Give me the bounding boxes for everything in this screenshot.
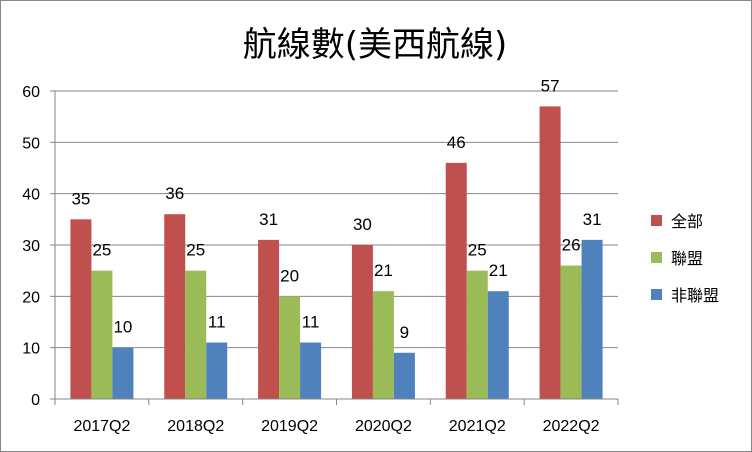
bar — [258, 239, 280, 399]
legend-swatch — [651, 252, 662, 263]
data-label: 46 — [447, 133, 466, 152]
data-label: 26 — [562, 236, 581, 255]
x-axis-ticks: 2017Q2 2018Q2 2019Q2 2020Q2 2021Q2 2022Q2 — [54, 399, 619, 435]
bar — [351, 245, 373, 399]
data-label: 20 — [280, 266, 299, 285]
bar — [164, 214, 186, 399]
data-label: 57 — [541, 76, 560, 95]
data-label: 10 — [113, 318, 132, 337]
bars — [70, 106, 603, 400]
data-label: 30 — [353, 215, 372, 234]
data-label: 21 — [374, 261, 393, 280]
legend-label: 全部 — [671, 212, 703, 231]
y-tick-label: 0 — [31, 392, 40, 409]
chart-title: 航線數(美西航線) — [243, 25, 508, 65]
bar — [581, 239, 603, 399]
y-tick-label: 50 — [22, 135, 40, 152]
bar — [445, 162, 467, 399]
bar — [466, 270, 488, 399]
bar — [393, 352, 415, 399]
y-tick-label: 10 — [22, 341, 40, 358]
data-label: 36 — [165, 184, 184, 203]
bar — [70, 219, 92, 399]
x-tick-label: 2017Q2 — [73, 418, 130, 435]
data-label: 31 — [583, 210, 602, 229]
y-axis-ticks: 0 10 20 30 40 50 60 — [22, 84, 55, 409]
bar — [91, 270, 113, 399]
y-tick-label: 40 — [22, 187, 40, 204]
data-label: 31 — [259, 210, 278, 229]
data-label: 25 — [468, 241, 487, 260]
bar — [372, 291, 394, 399]
data-label: 35 — [71, 189, 90, 208]
legend-swatch — [651, 289, 662, 300]
bar — [206, 342, 228, 399]
legend-label: 聯盟 — [671, 249, 703, 268]
x-tick-label: 2019Q2 — [261, 418, 318, 435]
x-tick-label: 2018Q2 — [167, 418, 224, 435]
bar — [560, 265, 582, 399]
data-label: 11 — [302, 313, 320, 332]
bar — [112, 347, 134, 399]
y-tick-label: 20 — [22, 289, 40, 306]
x-tick-label: 2021Q2 — [449, 418, 506, 435]
y-tick-label: 60 — [22, 84, 40, 101]
data-label: 21 — [489, 261, 508, 280]
x-tick-label: 2022Q2 — [543, 418, 600, 435]
bar — [185, 270, 207, 399]
gridlines — [55, 90, 618, 349]
y-tick-label: 30 — [22, 238, 40, 255]
bar — [539, 106, 561, 400]
data-label: 9 — [400, 323, 409, 342]
bar — [487, 291, 509, 399]
bar — [279, 296, 301, 399]
data-label: 11 — [208, 313, 226, 332]
data-label: 25 — [186, 241, 205, 260]
x-tick-label: 2020Q2 — [355, 418, 412, 435]
data-label: 25 — [92, 241, 111, 260]
legend-swatch — [651, 215, 662, 226]
bar — [300, 342, 322, 399]
legend-label: 非聯盟 — [671, 286, 719, 305]
